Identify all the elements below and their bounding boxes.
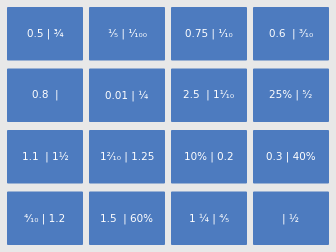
FancyBboxPatch shape bbox=[171, 130, 247, 183]
FancyBboxPatch shape bbox=[171, 69, 247, 122]
FancyBboxPatch shape bbox=[253, 130, 329, 183]
Text: | ½: | ½ bbox=[283, 213, 299, 224]
FancyBboxPatch shape bbox=[7, 130, 83, 183]
FancyBboxPatch shape bbox=[253, 69, 329, 122]
Text: 2.5  | 1¹⁄₁₀: 2.5 | 1¹⁄₁₀ bbox=[183, 90, 235, 101]
FancyBboxPatch shape bbox=[89, 130, 165, 183]
FancyBboxPatch shape bbox=[253, 192, 329, 245]
Text: 0.01 | ¼: 0.01 | ¼ bbox=[106, 90, 149, 101]
Text: 1.1  | 1½: 1.1 | 1½ bbox=[22, 151, 68, 162]
FancyBboxPatch shape bbox=[171, 7, 247, 60]
Text: 0.5 | ¾: 0.5 | ¾ bbox=[27, 28, 63, 39]
FancyBboxPatch shape bbox=[253, 7, 329, 60]
FancyBboxPatch shape bbox=[89, 7, 165, 60]
Text: 0.3 | 40%: 0.3 | 40% bbox=[266, 151, 316, 162]
FancyBboxPatch shape bbox=[7, 69, 83, 122]
FancyBboxPatch shape bbox=[89, 192, 165, 245]
FancyBboxPatch shape bbox=[7, 192, 83, 245]
Text: 1²⁄₁₀ | 1.25: 1²⁄₁₀ | 1.25 bbox=[100, 151, 154, 162]
Text: ¹⁄₅ | ¹⁄₁₀₀: ¹⁄₅ | ¹⁄₁₀₀ bbox=[108, 28, 146, 39]
Text: 1.5  | 60%: 1.5 | 60% bbox=[100, 213, 154, 224]
FancyBboxPatch shape bbox=[171, 192, 247, 245]
Text: 1 ¼ | ⁴⁄₅: 1 ¼ | ⁴⁄₅ bbox=[189, 213, 229, 224]
Text: 0.6  | ³⁄₁₀: 0.6 | ³⁄₁₀ bbox=[269, 28, 313, 39]
Text: 10% | 0.2: 10% | 0.2 bbox=[184, 151, 234, 162]
FancyBboxPatch shape bbox=[7, 7, 83, 60]
Text: 25% | ⁵⁄₂: 25% | ⁵⁄₂ bbox=[269, 90, 312, 101]
Text: 0.75 | ¹⁄₁₀: 0.75 | ¹⁄₁₀ bbox=[185, 28, 233, 39]
FancyBboxPatch shape bbox=[89, 69, 165, 122]
Text: 0.8  |: 0.8 | bbox=[32, 90, 58, 101]
Text: ⁴⁄₁₀ | 1.2: ⁴⁄₁₀ | 1.2 bbox=[25, 213, 66, 224]
